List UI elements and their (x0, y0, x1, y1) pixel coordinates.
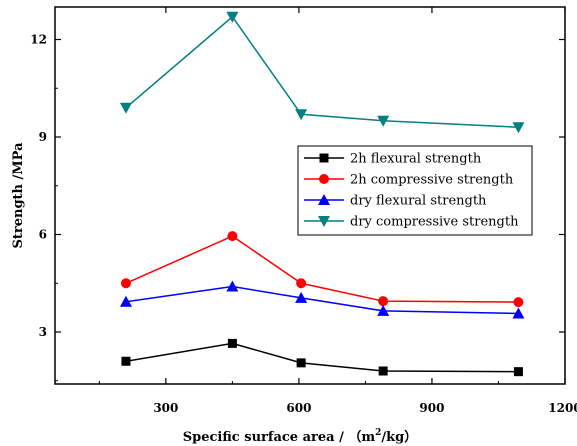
x-tick-label: 300 (153, 401, 178, 415)
plot-area (119, 11, 525, 377)
data-point (377, 115, 390, 127)
legend-box (297, 145, 533, 236)
x-axis-title-unit: /kg） (381, 429, 417, 445)
y-tick-label: 3 (39, 325, 47, 339)
series-4 (119, 11, 525, 134)
legend-entry: dry compressive strength (304, 215, 519, 230)
y-tick-label: 6 (39, 228, 47, 242)
series-1 (121, 338, 523, 377)
legend-entry: 2h flexural strength (304, 152, 482, 167)
data-point (227, 231, 238, 242)
data-point (513, 297, 524, 308)
data-point (295, 109, 308, 121)
data-point (120, 278, 131, 289)
legend-entry: 2h compressive strength (304, 173, 514, 188)
data-point (226, 280, 239, 292)
series-3 (119, 280, 525, 319)
data-point (512, 307, 525, 319)
legend-marker (319, 174, 329, 184)
data-point (513, 367, 523, 377)
x-tick-label: 1200 (548, 401, 577, 415)
y-axis-title: Strength /MPa (11, 142, 26, 249)
legend-label: 2h compressive strength (350, 173, 514, 188)
data-point (119, 295, 132, 307)
series-2 (120, 231, 524, 308)
legend-entry: dry flexural strength (304, 194, 487, 209)
x-axis-title-sup: 2 (375, 428, 381, 438)
legend-label: dry flexural strength (350, 194, 487, 209)
series-line (125, 235, 519, 303)
legend-marker (318, 194, 330, 205)
x-tick-label: 900 (419, 401, 444, 415)
legend-label: dry compressive strength (350, 215, 519, 230)
data-point (119, 102, 132, 114)
legend-marker (319, 153, 329, 163)
legend: 2h flexural strength 2h compressive stren… (297, 145, 533, 236)
data-point (121, 356, 131, 366)
x-axis-title: Specific surface area / （m2/kg） (183, 428, 418, 445)
data-point (296, 278, 307, 289)
legend-label: 2h flexural strength (350, 152, 482, 167)
series-line (125, 285, 519, 315)
data-point (512, 122, 525, 134)
plot-frame (54, 6, 566, 385)
data-point (295, 291, 308, 303)
data-point (296, 358, 306, 368)
x-axis-title-main: Specific surface area / （m (183, 429, 376, 445)
series-line (125, 15, 519, 128)
data-point (378, 296, 389, 307)
data-point (378, 366, 388, 376)
axes: 300 600 900 1200 3 6 9 12 (30, 6, 577, 415)
data-point (227, 338, 237, 348)
data-point (226, 11, 239, 23)
y-tick-label: 9 (39, 130, 47, 144)
legend-marker (318, 216, 330, 227)
series-line (125, 342, 519, 373)
data-point (377, 304, 390, 316)
y-tick-label: 12 (30, 33, 47, 47)
x-tick-label: 600 (286, 401, 311, 415)
